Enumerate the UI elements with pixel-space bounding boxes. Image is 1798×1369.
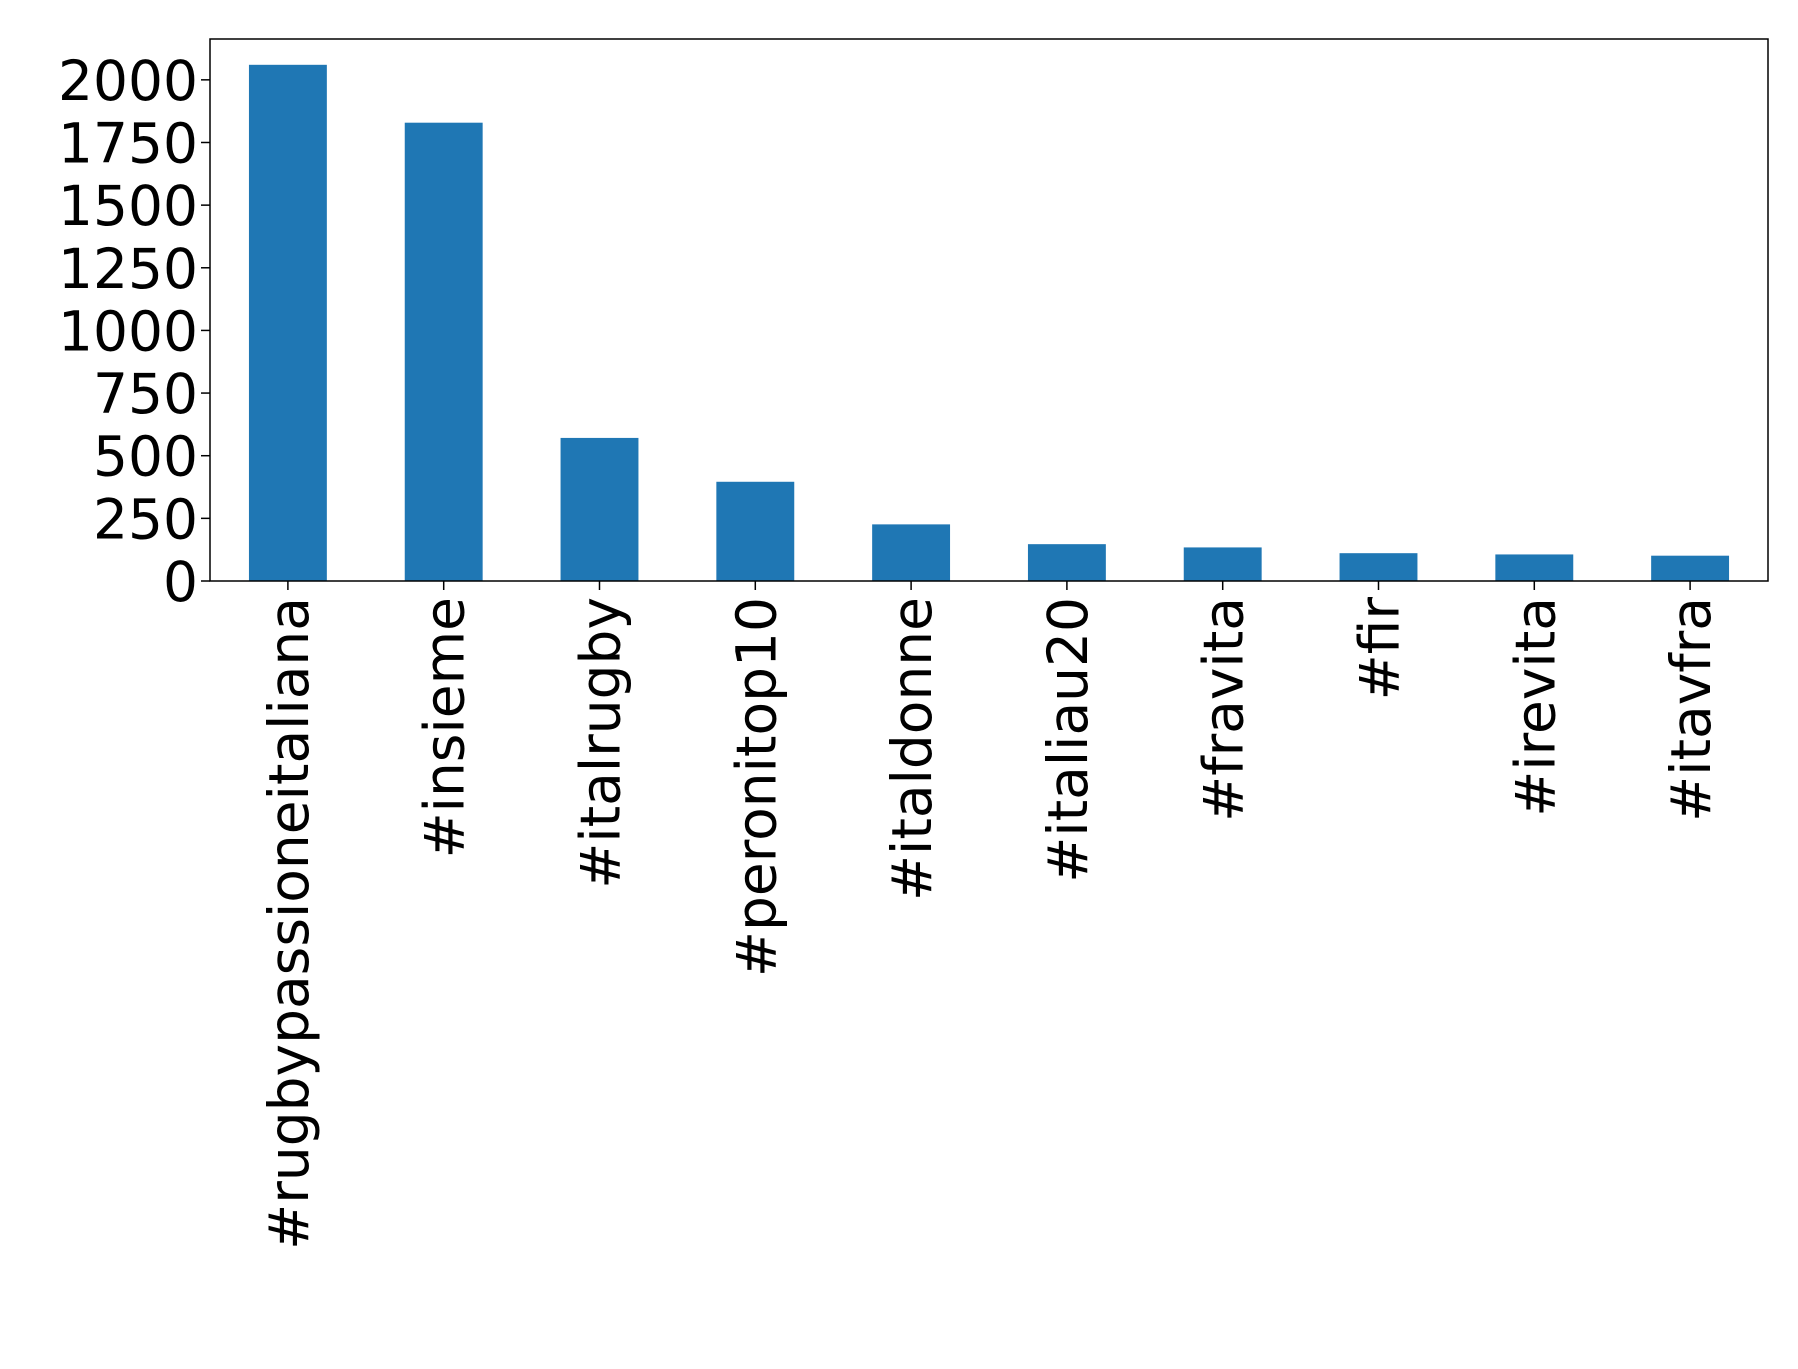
bar xyxy=(716,481,795,581)
y-tick-label: 1750 xyxy=(58,111,198,175)
y-tick-label: 0 xyxy=(163,550,198,614)
plot-frame xyxy=(209,38,1769,582)
x-tick-label: #fir xyxy=(1348,597,1412,701)
y-tick-label: 500 xyxy=(93,425,198,489)
x-tick-label: #irevita xyxy=(1503,597,1567,817)
x-tick-label: #italiau20 xyxy=(1036,597,1100,883)
bar xyxy=(872,524,951,581)
y-tick-label: 250 xyxy=(93,487,198,551)
bar xyxy=(404,122,483,581)
x-tick-label: #peronitop10 xyxy=(724,597,788,977)
bar xyxy=(1495,554,1574,581)
x-tick-label: #italrugby xyxy=(569,597,633,889)
x-tick-label: #itavfra xyxy=(1659,597,1723,822)
bar xyxy=(1027,544,1106,581)
y-tick-label: 1000 xyxy=(58,299,198,363)
x-tick-label: #italdonne xyxy=(880,597,944,901)
y-tick-label: 1500 xyxy=(58,174,198,238)
x-tick-label: #fravita xyxy=(1192,597,1256,822)
x-tick-label: #insieme xyxy=(413,597,477,858)
bar xyxy=(248,64,327,582)
bar xyxy=(1339,553,1418,581)
y-tick-label: 750 xyxy=(93,362,198,426)
x-tick-label: #rugbypassioneitaliana xyxy=(257,597,321,1250)
y-tick-label: 1250 xyxy=(58,237,198,301)
bar xyxy=(560,437,639,581)
bar xyxy=(1183,547,1262,581)
bar xyxy=(1651,555,1730,581)
y-tick-label: 2000 xyxy=(58,49,198,113)
